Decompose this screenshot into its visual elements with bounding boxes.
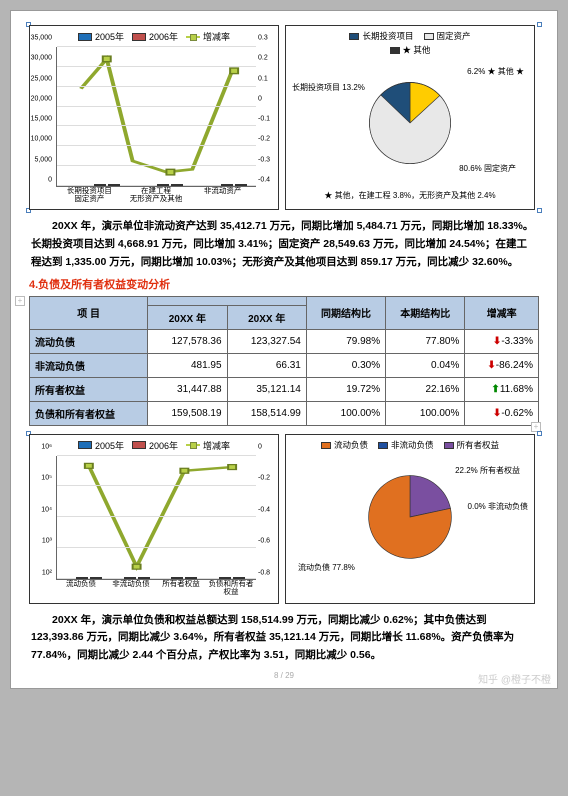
legend-label: 2005年	[95, 30, 124, 43]
pie1-legend: 长期投资项目 固定资产 ★ 其他	[286, 26, 534, 56]
paragraph-2: 20XX 年，演示单位负债和权益总额达到 158,514.99 万元，同期比减少…	[31, 612, 537, 666]
pie-label: 长期投资项目 13.2%	[292, 82, 365, 93]
paragraph-1: 20XX 年，演示单位非流动资产达到 35,412.71 万元，同期比增加 5,…	[31, 218, 537, 272]
th: 本期结构比	[386, 296, 465, 329]
legend-label: 增减率	[203, 30, 230, 43]
chart-row-2: + 2005年 2006年 增减率 10⁶10⁵10⁴10³10² 0-0.2-…	[29, 434, 539, 604]
page-number: 8 / 29	[29, 671, 539, 680]
legend-label: 所有者权益	[457, 440, 500, 450]
table-body: 流动负债127,578.36123,327.5479.98%77.80%⬇-3.…	[30, 329, 539, 425]
legend-label: 其他	[413, 45, 430, 55]
pie-chart-1: 长期投资项目 固定资产 ★ 其他 长期投资项目 13.2% 6.2% ★ 其他 …	[285, 25, 535, 210]
y-axis-right: -0.4-0.3-0.2-0.100.10.20.3	[256, 45, 276, 187]
y-axis-left: 10⁶10⁵10⁴10³10²	[32, 454, 54, 580]
pie-label: 0.0% 非流动负债	[468, 501, 528, 512]
document-page: 2005年 2006年 增减率 05,00010,00015,00020,000…	[10, 10, 558, 689]
pie-label: 22.2% 所有者权益	[455, 465, 520, 476]
legend-label: 增减率	[203, 439, 230, 452]
line-overlay	[57, 456, 256, 579]
chart2-legend: 2005年 2006年 增减率	[30, 435, 278, 454]
th: 项 目	[30, 296, 148, 329]
legend-label: 2006年	[149, 30, 178, 43]
th: 同期结构比	[306, 296, 385, 329]
plot-area	[56, 47, 256, 187]
th: 20XX 年	[148, 305, 227, 329]
legend-label: 非流动负债	[391, 440, 434, 450]
bar-chart-1: 2005年 2006年 增减率 05,00010,00015,00020,000…	[29, 25, 279, 210]
x-labels: 长期投资项目固定资产在建工程无形资产及其他非流动资产	[30, 187, 278, 211]
pie2-legend: 流动负债 非流动负债 所有者权益	[286, 435, 534, 451]
th: 增减率	[465, 296, 539, 329]
bar-chart-2: 2005年 2006年 增减率 10⁶10⁵10⁴10³10² 0-0.2-0.…	[29, 434, 279, 604]
legend-label: 2005年	[95, 439, 124, 452]
pie-chart-2: 流动负债 非流动负债 所有者权益 22.2% 所有者权益 0.0% 非流动负债 …	[285, 434, 535, 604]
x-labels: 流动负债非流动负债所有者权益负债和所有者权益	[30, 580, 278, 604]
table-handle-icon[interactable]: +	[15, 296, 25, 306]
y-axis-left: 05,00010,00015,00020,00025,00030,00035,0…	[32, 45, 54, 187]
chart-row-1: 2005年 2006年 增减率 05,00010,00015,00020,000…	[29, 25, 539, 210]
pie-label: 6.2% ★ 其他 ★	[467, 66, 524, 77]
pie-footnote: ★ 其他，在建工程 3.8%，无形资产及其他 2.4%	[286, 188, 534, 205]
th: 20XX 年	[227, 305, 306, 329]
chart1-legend: 2005年 2006年 增减率	[30, 26, 278, 45]
y-axis-right: 0-0.2-0.4-0.6-0.8	[256, 454, 276, 580]
pie-label: 流动负债 77.8%	[298, 562, 355, 573]
legend-label: 流动负债	[334, 440, 368, 450]
data-table: 项 目 同期结构比 本期结构比 增减率 20XX 年 20XX 年 流动负债12…	[29, 296, 539, 426]
legend-label: 固定资产	[437, 31, 471, 41]
plot-area	[56, 456, 256, 580]
pie-svg	[364, 471, 456, 563]
section-heading: 4.负债及所有者权益变动分析	[29, 276, 539, 292]
pie-svg	[365, 78, 455, 168]
pie-label: 80.6% 固定资产	[459, 163, 516, 174]
legend-label: 2006年	[149, 439, 178, 452]
legend-label: 长期投资项目	[362, 31, 413, 41]
watermark: 知乎 @橙子不橙	[478, 671, 551, 686]
